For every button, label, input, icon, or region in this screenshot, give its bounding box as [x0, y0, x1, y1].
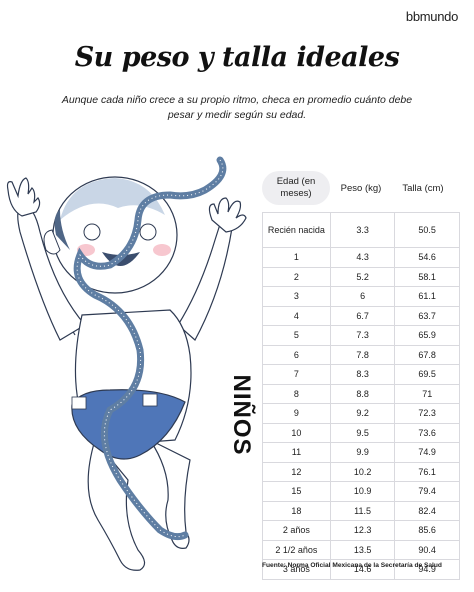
table-row: 18 11.5 82.4 [262, 500, 460, 521]
cell-height: 82.4 [394, 500, 460, 521]
cell-height: 54.6 [394, 247, 460, 268]
cell-height: 67.8 [394, 344, 460, 365]
cell-height: 73.6 [394, 422, 460, 443]
cell-age: 2 años [262, 520, 331, 541]
cell-weight: 11.5 [329, 500, 396, 521]
cell-age: 10 [262, 422, 331, 443]
cell-age: 8 [262, 383, 331, 404]
cell-weight: 7.8 [329, 344, 396, 365]
cell-height: 50.5 [394, 212, 460, 248]
cell-weight: 12.3 [329, 520, 396, 541]
header-height: Talla (cm) [402, 182, 444, 194]
growth-table: Edad (en meses) Peso (kg) Talla (cm) Rec… [262, 170, 460, 580]
cell-weight: 8.3 [329, 364, 396, 385]
table-row: 6 7.8 67.8 [262, 344, 460, 365]
table-header: Edad (en meses) Peso (kg) Talla (cm) [262, 170, 460, 206]
cell-height: 76.1 [394, 461, 460, 482]
table-row: 7 8.3 69.5 [262, 364, 460, 385]
cell-age: 3 años [262, 559, 331, 580]
cell-age: 12 [262, 461, 331, 482]
cell-height: 90.4 [394, 539, 460, 560]
cell-age: 3 [262, 286, 331, 307]
cell-height: 94.9 [394, 559, 460, 580]
cell-height: 65.9 [394, 325, 460, 346]
cell-age: 18 [262, 500, 331, 521]
table-row: Recién nacida 3.3 50.5 [262, 212, 460, 248]
cell-height: 69.5 [394, 364, 460, 385]
table-row: 8 8.8 71 [262, 383, 460, 404]
cell-weight: 5.2 [329, 266, 396, 287]
page-title: Su peso y talla ideales [74, 42, 400, 73]
cell-weight: 4.3 [329, 247, 396, 268]
cell-height: 72.3 [394, 403, 460, 424]
table-row: 15 10.9 79.4 [262, 481, 460, 502]
page-subtitle: Aunque cada niño crece a su propio ritmo… [61, 94, 413, 121]
table-row: 11 9.9 74.9 [262, 442, 460, 463]
table-row: 1 4.3 54.6 [262, 247, 460, 268]
cell-age: 2 [262, 266, 331, 287]
cell-age: 4 [262, 305, 331, 326]
table-row: 3 6 61.1 [262, 286, 460, 307]
cell-age: 5 [262, 325, 331, 346]
cell-age: 2 1/2 años [262, 539, 331, 560]
cell-weight: 9.5 [329, 422, 396, 443]
cell-height: 58.1 [394, 266, 460, 287]
table-row: 3 años 14.6 94.9 [262, 559, 460, 580]
cell-weight: 9.2 [329, 403, 396, 424]
cell-age: 6 [262, 344, 331, 365]
cell-weight: 10.9 [329, 481, 396, 502]
table-row: 2 5.2 58.1 [262, 266, 460, 287]
cell-age: 7 [262, 364, 331, 385]
cell-height: 79.4 [394, 481, 460, 502]
cell-height: 74.9 [394, 442, 460, 463]
section-label-ninos: NIÑOS [228, 374, 255, 456]
cell-height: 63.7 [394, 305, 460, 326]
header-age: Edad (en meses) [262, 171, 330, 205]
cell-weight: 9.9 [329, 442, 396, 463]
table-row: 5 7.3 65.9 [262, 325, 460, 346]
cell-weight: 3.3 [329, 212, 396, 248]
cell-weight: 7.3 [329, 325, 396, 346]
table-row: 2 años 12.3 85.6 [262, 520, 460, 541]
table-row: 9 9.2 72.3 [262, 403, 460, 424]
cell-weight: 6 [329, 286, 396, 307]
source-note: Fuente: Norma Oficial Mexicana de la Sec… [262, 562, 442, 569]
cell-height: 85.6 [394, 520, 460, 541]
growth-table-body: Recién nacida 3.3 50.5 1 4.3 54.6 2 5.2 58.1 3 6 61… [262, 212, 460, 580]
cell-weight: 6.7 [329, 305, 396, 326]
cell-height: 61.1 [394, 286, 460, 307]
cell-age: 11 [262, 442, 331, 463]
header-weight: Peso (kg) [340, 182, 382, 194]
cell-weight: 10.2 [329, 461, 396, 482]
baby-illustration [6, 156, 247, 571]
table-row: 12 10.2 76.1 [262, 461, 460, 482]
cell-height: 71 [394, 383, 460, 404]
cell-age: 1 [262, 247, 331, 268]
cell-age: Recién nacida [262, 212, 331, 248]
table-row: 10 9.5 73.6 [262, 422, 460, 443]
cell-weight: 8.8 [329, 383, 396, 404]
cell-age: 9 [262, 403, 331, 424]
cell-age: 15 [262, 481, 331, 502]
brand-logo: bbmundo [405, 9, 458, 24]
table-row: 2 1/2 años 13.5 90.4 [262, 539, 460, 560]
cell-weight: 13.5 [329, 539, 396, 560]
table-row: 4 6.7 63.7 [262, 305, 460, 326]
